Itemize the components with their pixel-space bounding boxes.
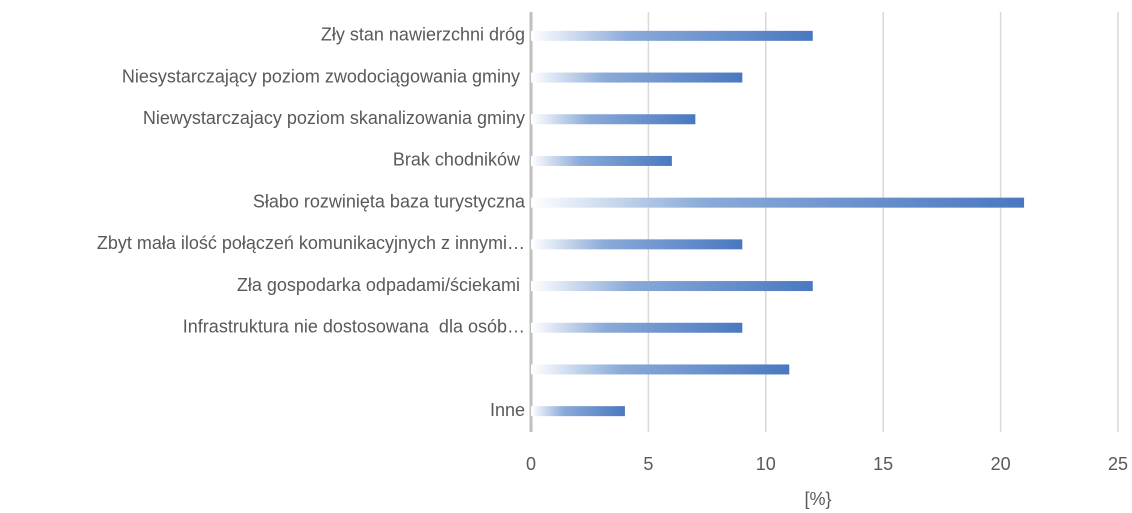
bar xyxy=(531,406,625,417)
bar xyxy=(531,364,790,375)
y-tick-label: Zbyt mała ilość połączeń komunikacyjnych… xyxy=(97,233,525,253)
y-tick-label: Zły stan nawierzchni dróg xyxy=(321,25,525,45)
bar xyxy=(531,155,672,166)
y-tick-label: Inne xyxy=(490,400,525,420)
x-tick-label: 20 xyxy=(991,454,1011,474)
x-tick-label: 0 xyxy=(526,454,536,474)
bar xyxy=(531,239,743,250)
x-tick-label: 15 xyxy=(873,454,893,474)
y-tick-label: Niesystarczający poziom zwodociągowania … xyxy=(122,66,525,86)
y-tick-label: Infrastruktura nie dostosowana dla osób… xyxy=(183,317,525,337)
bar xyxy=(531,281,813,292)
x-axis-label: [%} xyxy=(804,489,831,509)
x-tick-label: 5 xyxy=(643,454,653,474)
bar xyxy=(531,197,1025,208)
bar xyxy=(531,322,743,333)
y-tick-label: Niewystarczajacy poziom skanalizowania g… xyxy=(143,108,525,128)
bar xyxy=(531,114,696,125)
bar xyxy=(531,72,743,83)
y-tick-label: Słabo rozwinięta baza turystyczna xyxy=(253,191,526,211)
y-tick-label: Zła gospodarka odpadami/ściekami xyxy=(237,275,525,295)
y-tick-label: Brak chodników xyxy=(393,150,525,170)
x-tick-label: 10 xyxy=(756,454,776,474)
x-tick-label: 25 xyxy=(1108,454,1128,474)
bar xyxy=(531,30,813,41)
